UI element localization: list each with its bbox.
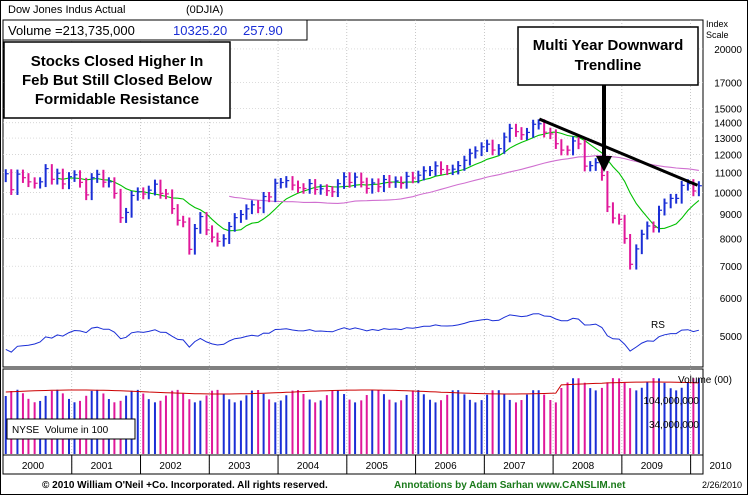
x-tick-label: 2001 bbox=[91, 461, 114, 472]
footer-annotations: Annotations by Adam Sarhan www.CANSLIM.n… bbox=[394, 480, 626, 491]
y-tick-label: 13000 bbox=[714, 134, 742, 145]
x-axis-years: 2000 2001 2002 2003 2004 2005 2006 2007 2008 2009… bbox=[2, 455, 732, 474]
x-tick-label: 2007 bbox=[503, 461, 526, 472]
y-tick-label: 7000 bbox=[720, 262, 743, 273]
y-tick-label: 14000 bbox=[714, 119, 742, 130]
y-tick-label: 17000 bbox=[714, 79, 742, 90]
moving-average-long bbox=[229, 155, 699, 204]
volume-title: Volume (00) bbox=[678, 375, 732, 386]
annotation-right-line-1: Multi Year Downward bbox=[533, 37, 684, 54]
y-tick-label: 12000 bbox=[714, 151, 742, 162]
annotation-left-line-1: Stocks Closed Higher In bbox=[31, 53, 204, 70]
trendline-group bbox=[538, 117, 699, 187]
y-tick-label: 9000 bbox=[720, 210, 743, 221]
volume-moving-average bbox=[5, 381, 699, 395]
change-readout: 257.90 bbox=[243, 23, 283, 38]
annotation-left-line-2: Feb But Still Closed Below bbox=[22, 72, 212, 89]
annotation-right: Multi Year Downward Trendline bbox=[517, 26, 699, 172]
y-axis-ticks: 20000 17000 15000 14000 13000 12000 11000 10000… bbox=[714, 45, 742, 343]
y-tick-label: 11000 bbox=[715, 169, 743, 180]
price-bars bbox=[4, 119, 702, 270]
annotation-left: Stocks Closed Higher In Feb But Still Cl… bbox=[3, 41, 231, 119]
y-tick-label: 20000 bbox=[714, 45, 742, 56]
footer-date: 2/26/2010 bbox=[702, 480, 742, 490]
y-axis-title-1: Index bbox=[706, 19, 729, 29]
annotation-arrow-head bbox=[596, 156, 612, 172]
y-axis-title-2: Scale bbox=[706, 30, 729, 40]
rs-line bbox=[5, 313, 700, 353]
volume-tick-1: 104,000,000 bbox=[643, 396, 699, 407]
x-tick-label: 2003 bbox=[228, 461, 251, 472]
footer-copyright: © 2010 William O'Neil +Co. Incorporated.… bbox=[42, 480, 328, 491]
price-readout: 10325.20 bbox=[173, 23, 227, 38]
rs-line-group bbox=[5, 313, 700, 353]
x-tick-label: 2000 bbox=[22, 461, 45, 472]
y-tick-label: 8000 bbox=[720, 235, 743, 246]
volume-tick-2: 34,000,000 bbox=[649, 420, 699, 431]
volume-readout: Volume =213,735,000 bbox=[8, 23, 135, 38]
x-tick-label: 2009 bbox=[641, 461, 664, 472]
x-tick-label: 2010 bbox=[709, 461, 732, 472]
header-name: Dow Jones Indus Actual bbox=[8, 4, 125, 16]
volume-bars bbox=[4, 378, 700, 454]
x-tick-label: 2004 bbox=[297, 461, 320, 472]
y-tick-label: 5000 bbox=[720, 332, 743, 343]
y-tick-label: 15000 bbox=[714, 104, 742, 115]
annotation-left-line-3: Formidable Resistance bbox=[35, 91, 199, 108]
rs-label: RS bbox=[651, 320, 665, 331]
x-tick-label: 2006 bbox=[434, 461, 457, 472]
header-symbol: (0DJIA) bbox=[186, 4, 223, 16]
y-tick-label: 10000 bbox=[714, 188, 742, 199]
y-tick-label: 6000 bbox=[720, 294, 743, 305]
x-tick-label: 2002 bbox=[159, 461, 182, 472]
volume-legend: NYSE Volume in 100 bbox=[12, 425, 109, 436]
annotation-right-line-2: Trendline bbox=[575, 57, 642, 74]
x-tick-label: 2008 bbox=[572, 461, 595, 472]
trendline bbox=[538, 117, 699, 187]
x-tick-label: 2005 bbox=[366, 461, 389, 472]
